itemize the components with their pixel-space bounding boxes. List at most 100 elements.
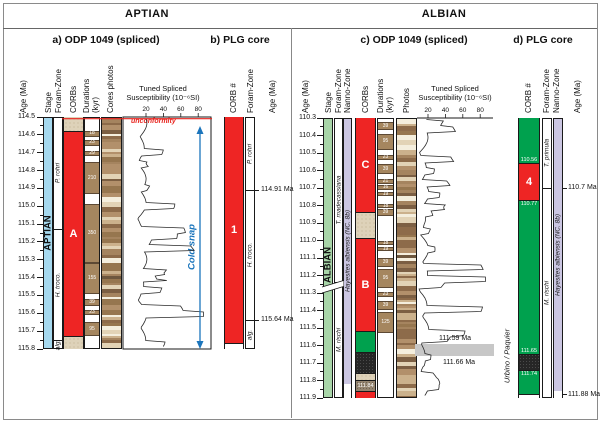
photo-strip xyxy=(397,306,416,308)
duration-band xyxy=(85,309,99,316)
panel-c-susc-line2: Susceptibility (10⁻⁶SI) xyxy=(418,93,492,102)
age-tick-label: 114.8 xyxy=(18,166,35,174)
photo-strip xyxy=(102,276,121,279)
duration-value: 23 xyxy=(382,291,389,298)
zone-divider xyxy=(245,319,255,321)
photo-strip xyxy=(102,202,121,207)
photo-strip xyxy=(102,302,121,305)
column-header: Durations (kyr) xyxy=(376,78,394,113)
age-tick-label: 111.3 xyxy=(299,289,316,296)
photo-strip xyxy=(102,237,121,239)
duration-value: 125 xyxy=(381,319,390,326)
corb-block xyxy=(519,118,539,164)
photo-strip xyxy=(397,214,416,217)
photo-strip xyxy=(397,258,416,261)
photo-strip xyxy=(102,323,121,326)
photo-strip xyxy=(102,164,121,169)
corb-block xyxy=(225,343,243,349)
age-tick-label: 110.6 xyxy=(299,166,316,174)
age-tick-label: 111.4 xyxy=(299,306,316,314)
photo-strip xyxy=(102,152,121,154)
photo-strip xyxy=(397,366,416,369)
photo-strip xyxy=(397,221,416,223)
column-header: Age (Ma) xyxy=(300,80,310,113)
panel-c-tick-label: 40 xyxy=(442,107,450,114)
corb-block xyxy=(519,370,539,395)
cold-snap-arrowhead-up xyxy=(196,126,204,134)
age-mark-label: 110.7 Ma xyxy=(568,184,597,191)
age-tick-major xyxy=(37,241,43,243)
age-tick-minor xyxy=(40,339,43,341)
photo-strip xyxy=(102,279,121,283)
age-tick-label: 110.7 xyxy=(299,184,316,191)
age-tick-label: 114.9 xyxy=(18,184,35,192)
photo-strip xyxy=(397,175,416,177)
photo-strip xyxy=(102,174,121,179)
photo-strip xyxy=(102,348,122,349)
duration-value: 29 xyxy=(89,149,95,156)
photo-strip xyxy=(102,258,121,263)
corb-divider xyxy=(355,373,376,374)
duration-value: 39 xyxy=(89,299,95,306)
zone-label: M. rischi xyxy=(543,280,551,306)
duration-value: 18 xyxy=(382,202,389,209)
photo-strip xyxy=(397,119,416,124)
age-tick-label: 115.5 xyxy=(18,291,35,299)
corb-block xyxy=(64,131,83,337)
photo-strip xyxy=(102,193,121,197)
corb-label: 1 xyxy=(230,224,238,237)
age-tick-label: 111.5 xyxy=(299,324,316,331)
duration-band xyxy=(378,185,393,190)
age-tick-major xyxy=(317,222,323,224)
age-tick-major xyxy=(317,187,323,189)
photo-strip xyxy=(102,228,121,232)
photo-strip xyxy=(397,205,416,209)
photo-strip xyxy=(397,302,416,304)
age-tick-minor xyxy=(320,178,323,180)
photo-strip xyxy=(397,264,416,268)
photo-strip xyxy=(397,362,416,366)
photo-strip xyxy=(397,135,416,140)
core-photos-column xyxy=(101,117,122,349)
age-tick-major xyxy=(37,259,43,261)
photo-strip xyxy=(397,255,416,258)
duration-value: 23 xyxy=(89,308,95,315)
corb-divider xyxy=(355,380,376,381)
age-tick-minor xyxy=(320,161,323,163)
age-tick-minor xyxy=(40,125,43,127)
duration-band xyxy=(378,246,393,251)
age-tick-major xyxy=(37,116,43,118)
zone-label: M. rischi xyxy=(335,328,342,353)
photo-strip xyxy=(397,177,416,181)
photo-strip xyxy=(397,140,416,145)
photo-strip xyxy=(102,154,121,157)
zone-label: T. primula xyxy=(543,138,551,168)
zone-label: Hayesites albiensis (NC. 8b) xyxy=(554,213,562,296)
panel-c-tick-label: 80 xyxy=(477,107,485,114)
corb-block xyxy=(356,380,375,391)
photo-strip xyxy=(397,295,416,298)
duration-band xyxy=(85,150,99,157)
age-tick-major xyxy=(37,152,43,154)
age-tick-minor xyxy=(40,214,43,216)
stage-column-albian xyxy=(323,118,333,398)
zone-column xyxy=(542,118,552,398)
age-tick-label: 111.8 xyxy=(299,376,316,384)
age-tick-label: 111.0 xyxy=(299,236,316,244)
corb-divider xyxy=(518,163,540,164)
column-header: CORBs xyxy=(68,85,78,113)
duration-value: 19 xyxy=(382,190,389,197)
age-tick-major xyxy=(317,310,323,311)
photo-strip xyxy=(397,354,416,357)
photo-strip xyxy=(102,186,121,188)
photo-strip xyxy=(102,305,121,310)
duration-value: 95 xyxy=(89,326,95,333)
photo-strip xyxy=(397,126,416,131)
age-tick-label: 115.7 xyxy=(18,327,35,335)
duration-value: 39 xyxy=(382,122,389,129)
duration-band xyxy=(378,240,393,245)
age-tick-minor xyxy=(40,178,43,180)
photo-strip xyxy=(397,190,416,193)
age-tick-major xyxy=(317,170,323,171)
